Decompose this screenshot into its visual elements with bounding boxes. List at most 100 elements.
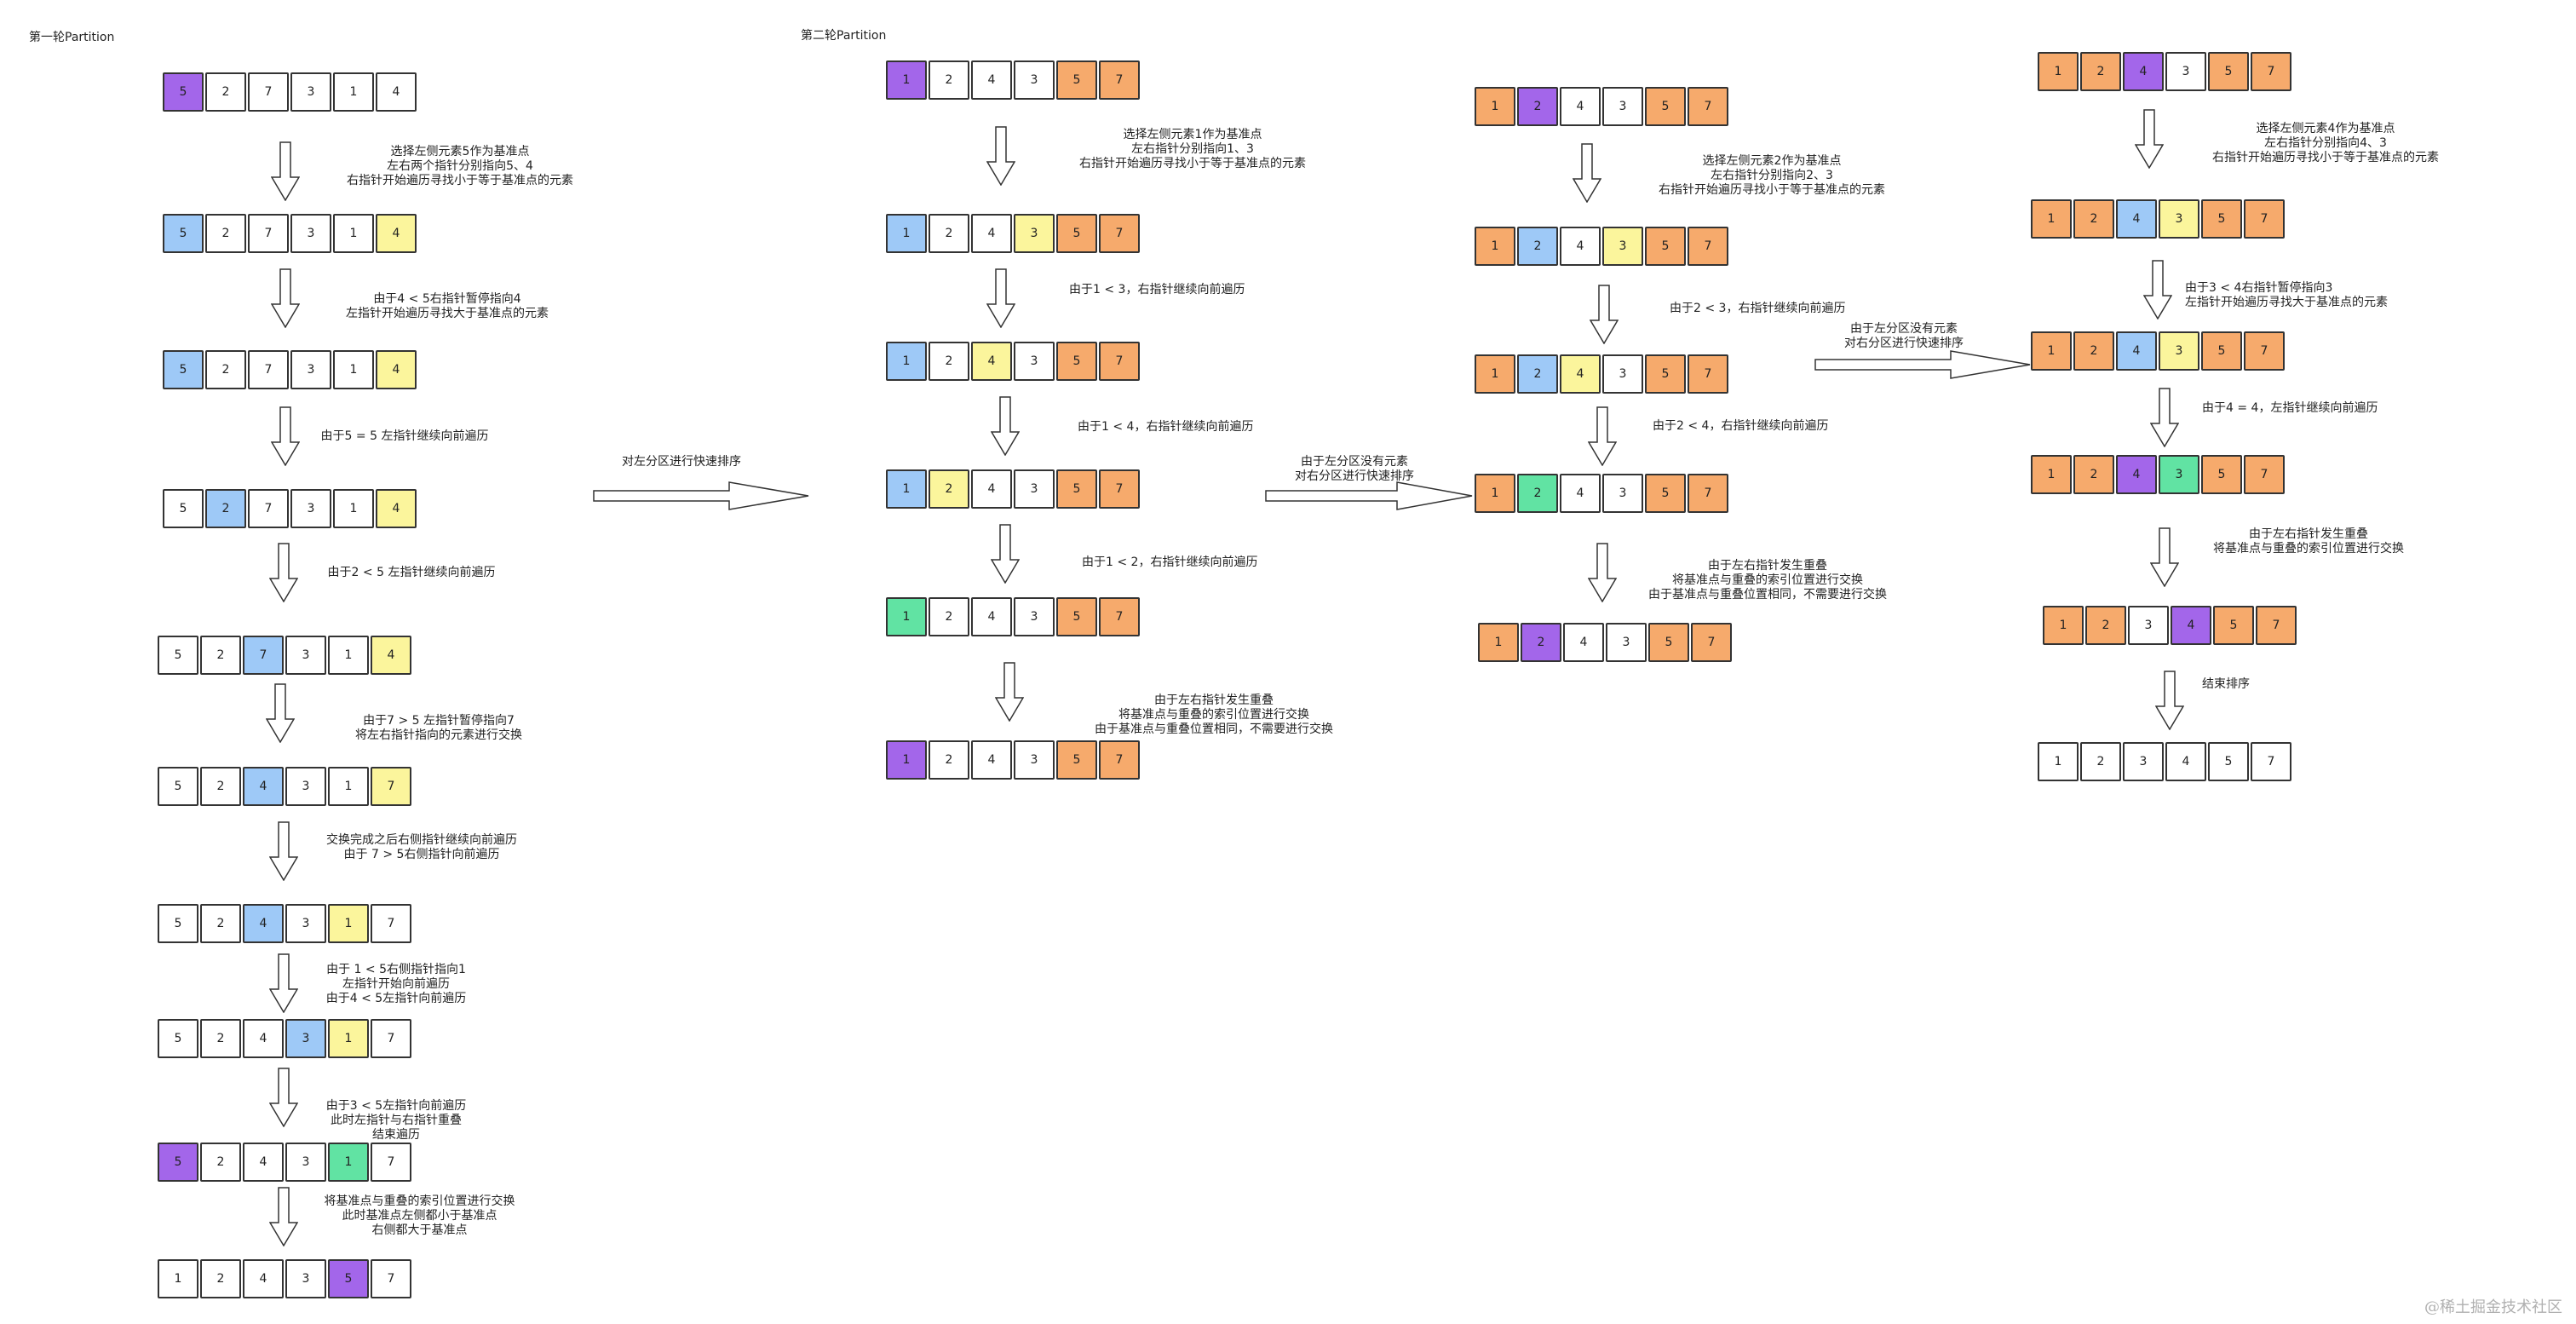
right-arrow-icon bbox=[593, 481, 809, 510]
array-cell: 3 bbox=[290, 350, 331, 389]
array-cell: 3 bbox=[290, 72, 331, 112]
array-cell: 2 bbox=[1517, 87, 1558, 126]
array-cell: 5 bbox=[1645, 474, 1686, 513]
array-cell: 7 bbox=[1688, 474, 1728, 513]
array-cell: 2 bbox=[929, 469, 969, 509]
array-cell: 1 bbox=[328, 904, 369, 943]
array-cell: 1 bbox=[2031, 455, 2072, 494]
array-cell: 4 bbox=[971, 597, 1012, 636]
array-cell: 7 bbox=[2251, 742, 2291, 781]
array-cell: 7 bbox=[2244, 331, 2285, 371]
down-arrow-icon bbox=[1573, 143, 1601, 203]
step-note: 将基准点与重叠的索引位置进行交换 此时基准点左侧都小于基准点 右侧都大于基准点 bbox=[324, 1194, 515, 1237]
array-cell: 1 bbox=[2031, 199, 2072, 239]
step-note: 由于1 < 4，右指针继续向前遍历 bbox=[1078, 420, 1254, 434]
array-cell: 2 bbox=[200, 636, 241, 675]
array-cell: 4 bbox=[1560, 87, 1601, 126]
array-cell: 1 bbox=[328, 1143, 369, 1182]
array-cell: 7 bbox=[2256, 606, 2297, 645]
array-cell: 7 bbox=[2244, 455, 2285, 494]
array-cell: 3 bbox=[285, 1259, 326, 1298]
array-cell: 3 bbox=[290, 214, 331, 253]
array-cell: 5 bbox=[163, 350, 204, 389]
array-cell: 5 bbox=[1056, 469, 1097, 509]
array-cell: 1 bbox=[2043, 606, 2084, 645]
array-cell: 3 bbox=[1014, 214, 1055, 253]
array-cell: 1 bbox=[886, 740, 927, 780]
array-cell: 1 bbox=[158, 1259, 198, 1298]
array-cell: 7 bbox=[1688, 354, 1728, 394]
step-note: 选择左侧元素5作为基准点 左右两个指针分别指向5、4 右指针开始遍历寻找小于等于… bbox=[347, 145, 573, 187]
array-cell: 4 bbox=[1560, 354, 1601, 394]
array-cell: 5 bbox=[1645, 87, 1686, 126]
array-cell: 5 bbox=[158, 636, 198, 675]
array-cell: 1 bbox=[886, 342, 927, 381]
down-arrow-icon bbox=[271, 141, 300, 201]
array-cell: 2 bbox=[200, 1019, 241, 1058]
array-cell: 7 bbox=[248, 489, 289, 528]
array-cell: 4 bbox=[971, 342, 1012, 381]
down-arrow-icon bbox=[269, 1187, 298, 1246]
down-arrow-icon bbox=[269, 953, 298, 1013]
array-cell: 5 bbox=[2201, 455, 2242, 494]
array-cell: 5 bbox=[1648, 623, 1689, 662]
array-cell: 5 bbox=[2208, 742, 2249, 781]
array-cell: 3 bbox=[1014, 342, 1055, 381]
down-arrow-icon bbox=[269, 821, 298, 881]
array-cell: 7 bbox=[248, 350, 289, 389]
array-cell: 4 bbox=[971, 60, 1012, 100]
array-cell: 7 bbox=[371, 1143, 411, 1182]
down-arrow-icon bbox=[2150, 527, 2179, 587]
array-cell: 7 bbox=[248, 72, 289, 112]
down-arrow-icon bbox=[271, 406, 300, 466]
array-cell: 3 bbox=[285, 904, 326, 943]
array-cell: 2 bbox=[929, 342, 969, 381]
array-cell: 1 bbox=[328, 767, 369, 806]
array-cell: 5 bbox=[158, 904, 198, 943]
array-cell: 4 bbox=[2165, 742, 2206, 781]
step-note: 由于1 < 3，右指针继续向前遍历 bbox=[1069, 283, 1245, 296]
array-cell: 4 bbox=[2123, 52, 2164, 91]
step-note: 由于左右指针发生重叠 将基准点与重叠的索引位置进行交换 bbox=[2213, 527, 2404, 556]
array-cell: 5 bbox=[163, 72, 204, 112]
down-arrow-icon bbox=[271, 268, 300, 328]
array-cell: 5 bbox=[1645, 354, 1686, 394]
array-cell: 4 bbox=[2116, 331, 2157, 371]
array-cell: 4 bbox=[1560, 474, 1601, 513]
watermark: @稀土掘金技术社区 bbox=[2424, 1298, 2562, 1316]
down-arrow-icon bbox=[1588, 406, 1617, 466]
step-note: 选择左侧元素1作为基准点 左右指针分别指向1、3 右指针开始遍历寻找小于等于基准… bbox=[1079, 128, 1306, 170]
array-cell: 2 bbox=[2080, 742, 2121, 781]
array-cell: 4 bbox=[376, 489, 417, 528]
array-cell: 1 bbox=[333, 350, 374, 389]
array-cell: 4 bbox=[243, 767, 284, 806]
step-note: 由于左右指针发生重叠 将基准点与重叠的索引位置进行交换 由于基准点与重叠位置相同… bbox=[1648, 559, 1887, 602]
step-note: 由于1 < 2，右指针继续向前遍历 bbox=[1082, 556, 1258, 569]
array-cell: 3 bbox=[2159, 331, 2199, 371]
array-cell: 3 bbox=[2159, 455, 2199, 494]
step-note: 交换完成之后右侧指针继续向前遍历 由于 7 > 5右侧指针向前遍历 bbox=[326, 833, 517, 861]
down-arrow-icon bbox=[986, 126, 1015, 186]
array-cell: 7 bbox=[1099, 740, 1140, 780]
array-cell: 4 bbox=[1563, 623, 1604, 662]
array-cell: 1 bbox=[1475, 474, 1515, 513]
array-cell: 3 bbox=[1606, 623, 1647, 662]
array-cell: 1 bbox=[2031, 331, 2072, 371]
array-cell: 5 bbox=[2208, 52, 2249, 91]
array-cell: 1 bbox=[1478, 623, 1519, 662]
array-cell: 3 bbox=[290, 489, 331, 528]
array-cell: 2 bbox=[929, 214, 969, 253]
array-cell: 2 bbox=[205, 350, 246, 389]
step-note: 由于2 < 5 左指针继续向前遍历 bbox=[327, 566, 496, 579]
array-cell: 1 bbox=[886, 597, 927, 636]
